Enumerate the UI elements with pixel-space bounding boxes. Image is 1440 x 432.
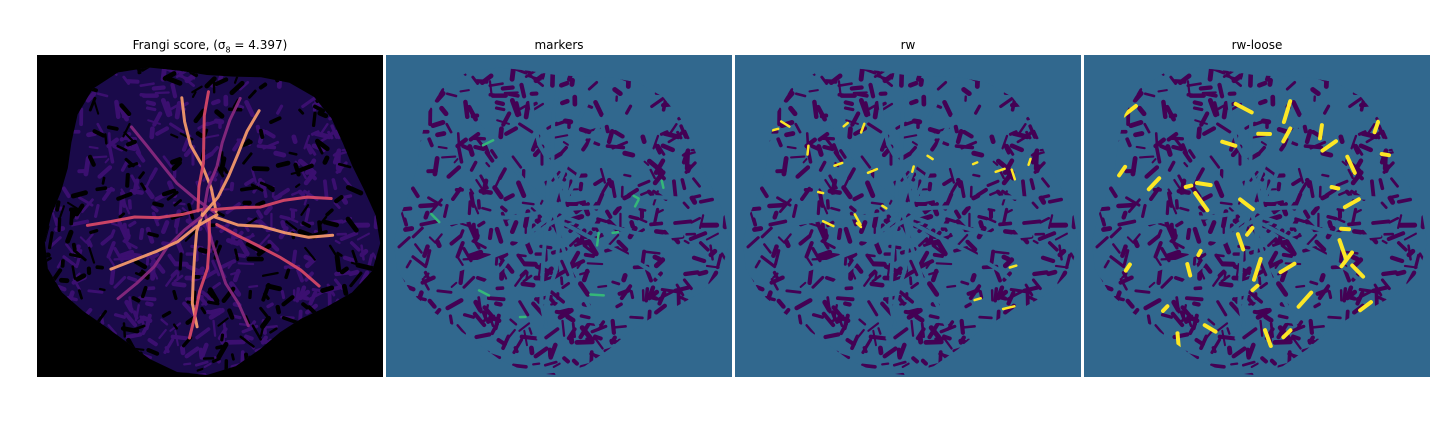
panel-title: markers (534, 38, 584, 52)
markers-image (386, 55, 732, 377)
panel-title: rw (900, 38, 916, 52)
panel-title: rw-loose (1231, 38, 1283, 52)
rw-loose-image (1084, 55, 1430, 377)
panel-title: Frangi score, (σ8 = 4.397) (132, 38, 288, 55)
rw-image (735, 55, 1081, 377)
frangi-score-image (37, 55, 383, 377)
